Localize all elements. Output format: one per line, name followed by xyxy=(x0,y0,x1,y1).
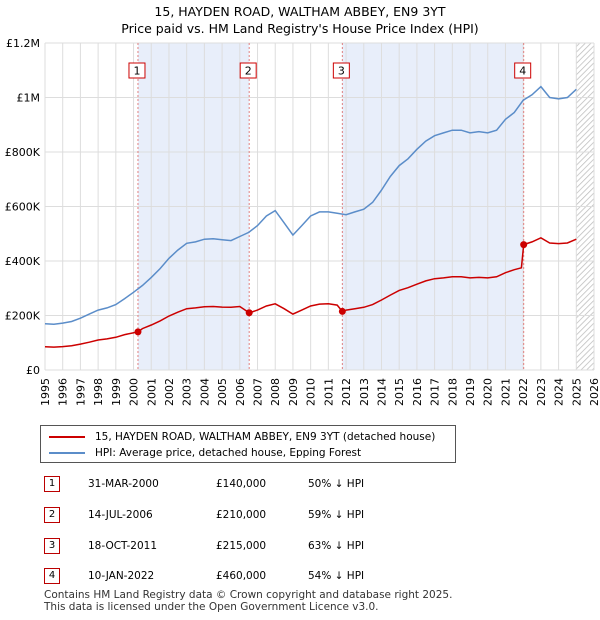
x-tick-label: 2009 xyxy=(287,378,300,406)
x-tick-label: 2003 xyxy=(181,378,194,406)
x-tick-label: 2021 xyxy=(499,378,512,406)
legend-label-property: 15, HAYDEN ROAD, WALTHAM ABBEY, EN9 3YT … xyxy=(95,431,436,443)
sale-label-number: 2 xyxy=(245,65,252,78)
sale-number-badge: 3 xyxy=(44,538,60,554)
legend-swatch-property xyxy=(49,436,85,438)
sale-label-box xyxy=(128,62,146,79)
sale-label-box xyxy=(514,62,532,79)
footer-copyright: Contains HM Land Registry data © Crown c… xyxy=(44,589,453,601)
table-row: 4 10-JAN-2022 £460,000 54% ↓ HPI xyxy=(40,568,440,586)
price-chart: 1 2 3 4 £0 £200K £400K £600K £800K £1M £1.2M 1995 1… xyxy=(5,37,600,406)
sale-number-badge: 1 xyxy=(44,476,60,492)
sale-price: £140,000 xyxy=(216,478,267,490)
sale-date: 14-JUL-2006 xyxy=(88,509,153,521)
y-tick-label: £1.2M xyxy=(6,37,40,50)
x-tick-label: 2011 xyxy=(322,378,335,406)
x-tick-label: 2015 xyxy=(393,378,406,406)
sale-hpi-diff: 54% ↓ HPI xyxy=(308,570,365,582)
sale-point xyxy=(338,307,346,315)
table-row: 2 14-JUL-2006 £210,000 59% ↓ HPI xyxy=(40,507,440,525)
x-tick-label: 2025 xyxy=(570,378,583,406)
y-tick-label: £0 xyxy=(26,364,40,377)
legend-item-property: 15, HAYDEN ROAD, WALTHAM ABBEY, EN9 3YT … xyxy=(49,430,435,444)
x-tick-label: 2013 xyxy=(358,378,371,406)
x-tick-label: 2017 xyxy=(429,378,442,406)
x-tick-label: 1996 xyxy=(57,378,70,406)
sale-date: 10-JAN-2022 xyxy=(88,570,155,582)
sale-date: 18-OCT-2011 xyxy=(88,540,157,552)
x-tick-label: 2019 xyxy=(464,378,477,406)
sale-hpi-diff: 59% ↓ HPI xyxy=(308,509,365,521)
sale-hpi-diff: 50% ↓ HPI xyxy=(308,478,365,490)
x-tick-label: 2018 xyxy=(446,378,459,406)
x-tick-label: 2001 xyxy=(145,378,158,406)
x-tick-label: 1995 xyxy=(39,378,52,406)
hpi-series-line xyxy=(44,85,577,325)
sale-label-number: 1 xyxy=(133,65,140,78)
table-row: 3 18-OCT-2011 £215,000 63% ↓ HPI xyxy=(40,538,440,556)
sale-date: 31-MAR-2000 xyxy=(88,478,159,490)
page-title: 15, HAYDEN ROAD, WALTHAM ABBEY, EN9 3YT xyxy=(154,4,446,19)
x-tick-label: 2002 xyxy=(163,378,176,406)
sale-number-badge: 2 xyxy=(44,507,60,523)
y-tick-label: £600K xyxy=(5,201,41,214)
y-tick-label: £1M xyxy=(17,92,41,105)
x-tick-label: 2026 xyxy=(588,378,600,406)
x-tick-label: 2004 xyxy=(198,378,211,406)
sale-label-number: 3 xyxy=(338,65,345,78)
x-tick-label: 2010 xyxy=(305,378,318,406)
x-tick-label: 2005 xyxy=(216,378,229,406)
sale-label-box xyxy=(332,62,350,79)
y-tick-label: £400K xyxy=(5,255,41,268)
y-tick-label: £800K xyxy=(5,146,41,159)
x-tick-label: 2023 xyxy=(535,378,548,406)
x-tick-label: 2024 xyxy=(553,378,566,406)
sale-price: £210,000 xyxy=(216,509,267,521)
x-tick-label: 2006 xyxy=(234,378,247,406)
legend-item-hpi: HPI: Average price, detached house, Eppi… xyxy=(49,446,361,460)
x-tick-label: 2014 xyxy=(375,378,388,406)
legend-swatch-hpi xyxy=(49,452,85,454)
x-tick-label: 2000 xyxy=(128,378,141,406)
sale-price: £460,000 xyxy=(216,570,267,582)
sale-number-badge: 4 xyxy=(44,568,60,584)
sale-point xyxy=(520,241,528,249)
x-tick-label: 2012 xyxy=(340,378,353,406)
x-tick-label: 2007 xyxy=(252,378,265,406)
sale-price: £215,000 xyxy=(216,540,267,552)
sale-point xyxy=(245,309,253,317)
x-tick-label: 2022 xyxy=(517,378,530,406)
sale-label-number: 4 xyxy=(519,65,526,78)
x-tick-label: 1998 xyxy=(92,378,105,406)
footer-licence: This data is licensed under the Open Gov… xyxy=(44,601,379,613)
sale-point xyxy=(134,328,142,336)
legend-label-hpi: HPI: Average price, detached house, Eppi… xyxy=(95,447,362,459)
x-tick-label: 2016 xyxy=(411,378,424,406)
x-tick-label: 2020 xyxy=(482,378,495,406)
x-tick-label: 1997 xyxy=(74,378,87,406)
x-tick-label: 1999 xyxy=(110,378,123,406)
page-subtitle: Price paid vs. HM Land Registry's House … xyxy=(121,21,479,36)
table-row: 1 31-MAR-2000 £140,000 50% ↓ HPI xyxy=(40,476,440,494)
chart-legend: 15, HAYDEN ROAD, WALTHAM ABBEY, EN9 3YT … xyxy=(40,425,456,463)
sale-hpi-diff: 63% ↓ HPI xyxy=(308,540,365,552)
y-tick-label: £200K xyxy=(5,310,41,323)
sale-label-box xyxy=(239,62,257,79)
x-tick-label: 2008 xyxy=(269,378,282,406)
